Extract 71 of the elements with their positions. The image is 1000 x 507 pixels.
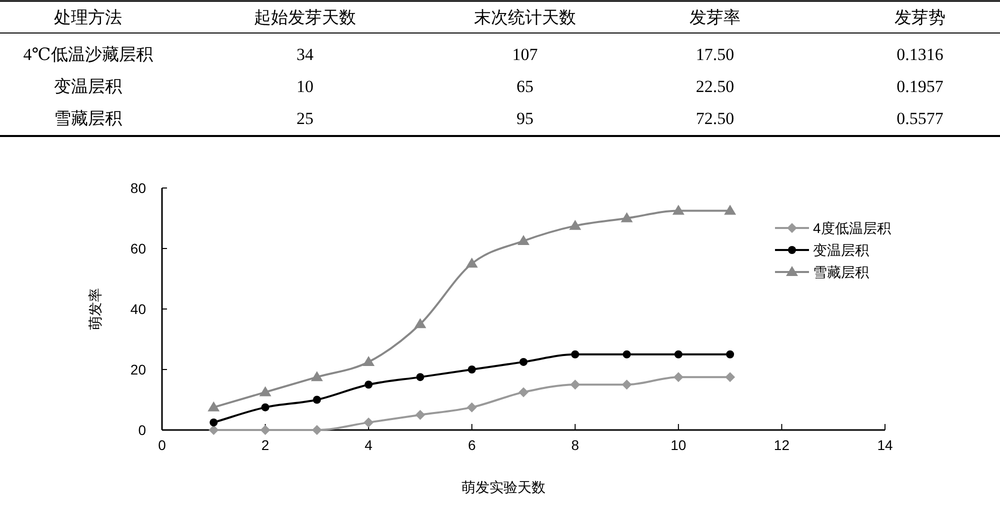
text: 22.50 bbox=[696, 77, 734, 96]
x-tick-label: 2 bbox=[261, 437, 270, 453]
point bbox=[312, 396, 321, 404]
legend-label: 变温层积 bbox=[813, 242, 869, 258]
category-label: 雪藏层积 bbox=[54, 109, 122, 128]
y-tick-label: 40 bbox=[130, 301, 146, 317]
point bbox=[468, 366, 476, 374]
point bbox=[312, 425, 322, 435]
text: 0.1316 bbox=[896, 45, 944, 64]
legend-label: 雪藏层积 bbox=[813, 264, 869, 280]
category-label: 发芽势 bbox=[894, 8, 946, 27]
x-tick-label: 0 bbox=[158, 437, 166, 453]
text: 95 bbox=[516, 109, 534, 128]
text: 0.1957 bbox=[896, 77, 944, 96]
text: 0.5577 bbox=[896, 109, 944, 128]
point bbox=[364, 417, 374, 428]
point bbox=[364, 380, 373, 389]
point bbox=[260, 425, 270, 435]
point bbox=[673, 372, 684, 382]
point bbox=[261, 403, 270, 412]
point bbox=[622, 350, 631, 358]
point bbox=[415, 410, 426, 420]
point bbox=[310, 371, 323, 382]
text: 107 bbox=[512, 45, 538, 64]
point bbox=[674, 350, 682, 358]
point bbox=[362, 356, 375, 366]
point bbox=[518, 387, 528, 398]
category-label: 处理方法 bbox=[54, 8, 122, 27]
point bbox=[414, 318, 426, 328]
point bbox=[416, 373, 424, 382]
x-tick-label: 4 bbox=[364, 437, 373, 453]
text: 34 bbox=[296, 45, 314, 64]
category-label: 4℃低温沙藏层积 bbox=[23, 45, 153, 64]
x-tick-label: 8 bbox=[571, 437, 580, 453]
x-tick-label: 12 bbox=[774, 437, 790, 453]
point bbox=[571, 350, 580, 358]
text: 72.50 bbox=[696, 109, 734, 128]
y-axis-title: 萌发率 bbox=[87, 288, 103, 330]
point bbox=[620, 212, 633, 222]
point bbox=[725, 372, 736, 382]
x-tick-label: 14 bbox=[877, 437, 893, 453]
text: 17.50 bbox=[696, 45, 734, 64]
point bbox=[466, 258, 478, 268]
point bbox=[466, 402, 477, 412]
point bbox=[259, 386, 272, 396]
x-tick-label: 6 bbox=[468, 437, 476, 453]
point bbox=[210, 418, 218, 426]
point bbox=[208, 425, 219, 435]
y-tick-label: 20 bbox=[130, 362, 146, 378]
legend-label: 4度低温层积 bbox=[813, 220, 891, 236]
text: 65 bbox=[516, 77, 534, 96]
point bbox=[724, 204, 736, 215]
category-label: 发芽率 bbox=[690, 8, 740, 27]
y-tick-label: 80 bbox=[130, 180, 146, 196]
y-tick-label: 60 bbox=[130, 240, 146, 256]
category-label: 末次统计天数 bbox=[474, 8, 576, 27]
x-axis-title: 萌发实验天数 bbox=[462, 479, 546, 495]
category-label: 起始发芽天数 bbox=[254, 8, 356, 27]
point bbox=[520, 358, 528, 366]
point bbox=[622, 380, 632, 390]
x-tick-label: 10 bbox=[670, 437, 686, 453]
point bbox=[518, 234, 530, 245]
category-label: 变温层积 bbox=[54, 77, 122, 96]
point bbox=[208, 401, 220, 412]
point bbox=[570, 380, 580, 390]
y-tick-label: 0 bbox=[138, 422, 146, 438]
text: 10 bbox=[296, 77, 314, 96]
text: 25 bbox=[296, 109, 314, 128]
point bbox=[672, 204, 684, 215]
point bbox=[726, 350, 734, 358]
point bbox=[569, 220, 582, 230]
